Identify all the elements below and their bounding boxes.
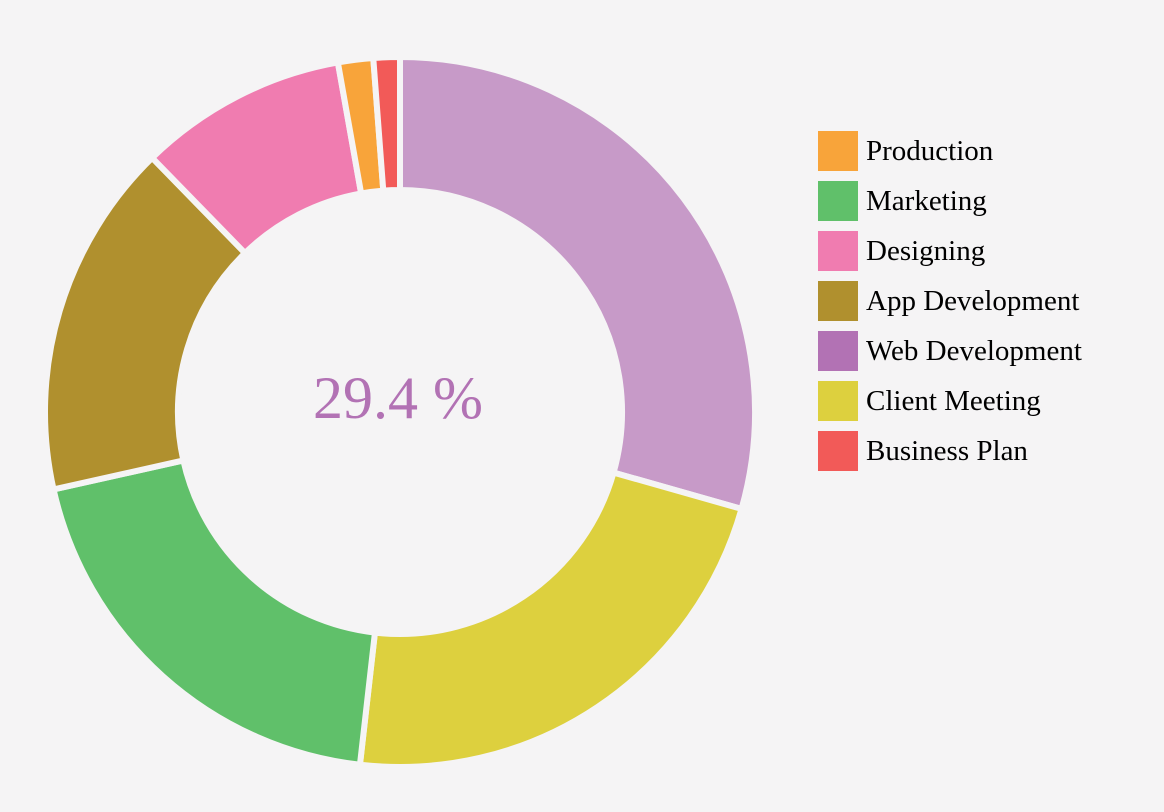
slice-app-development[interactable] (42, 153, 250, 494)
legend-item-production[interactable]: Production (818, 131, 994, 171)
legend-swatch-business-plan (818, 431, 858, 471)
legend-item-app-development[interactable]: App Development (818, 281, 1079, 321)
donut-slices (42, 53, 758, 770)
legend-item-client-meeting[interactable]: Client Meeting (818, 381, 1041, 421)
legend-swatch-app-development (818, 281, 858, 321)
chart-legend: Production Marketing Designing App Developm… (818, 131, 1082, 471)
legend-swatch-production (818, 131, 858, 171)
legend-item-business-plan[interactable]: Business Plan (818, 431, 1028, 471)
legend-item-designing[interactable]: Designing (818, 231, 985, 271)
legend-label-web-development: Web Development (866, 335, 1082, 367)
legend-label-client-meeting: Client Meeting (866, 385, 1041, 417)
legend-label-production: Production (866, 135, 994, 167)
legend-swatch-web-development (818, 331, 858, 371)
legend-item-web-development[interactable]: Web Development (818, 331, 1082, 371)
legend-swatch-marketing (818, 181, 858, 221)
slice-business-plan[interactable] (370, 53, 403, 194)
slice-web-development[interactable] (397, 53, 758, 513)
legend-label-marketing: Marketing (866, 185, 987, 217)
legend-swatch-designing (818, 231, 858, 271)
legend-item-marketing[interactable]: Marketing (818, 181, 987, 221)
legend-label-designing: Designing (866, 235, 985, 267)
legend-label-app-development: App Development (866, 285, 1079, 317)
slice-marketing[interactable] (49, 456, 379, 769)
slice-client-meeting[interactable] (356, 468, 746, 770)
legend-label-business-plan: Business Plan (866, 435, 1028, 467)
legend-swatch-client-meeting (818, 381, 858, 421)
center-percentage-label: 29.4 % (313, 365, 483, 431)
